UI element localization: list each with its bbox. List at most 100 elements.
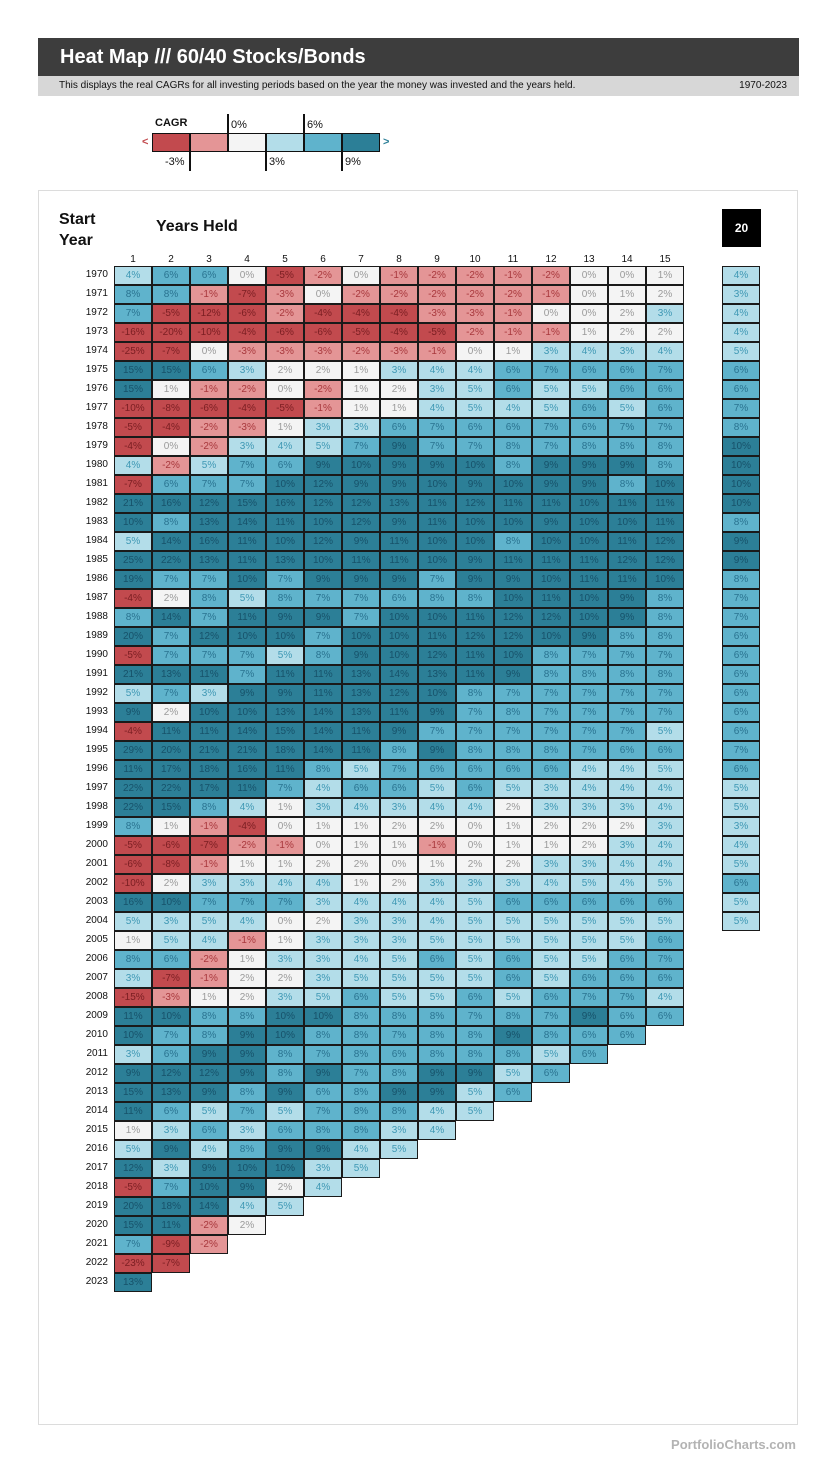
row-label-2012: 2012 — [85, 1067, 108, 1078]
heatmap-cell: -3% — [304, 342, 342, 361]
heatmap-cell: 4% — [380, 893, 418, 912]
heatmap-cell: 2% — [570, 817, 608, 836]
heatmap-cell: 3% — [380, 912, 418, 931]
heatmap-cell: 15% — [114, 380, 152, 399]
heatmap-cell: 7% — [570, 684, 608, 703]
heatmap-cell: 11% — [190, 665, 228, 684]
heatmap-cell: 9% — [494, 570, 532, 589]
horizon-selector[interactable]: 20 — [722, 209, 761, 247]
heatmap-cell: 9% — [570, 627, 608, 646]
heatmap-cell: -4% — [114, 589, 152, 608]
heatmap-cell: -1% — [532, 285, 570, 304]
heatmap-cell: 12% — [342, 513, 380, 532]
heatmap-cell: 0% — [266, 380, 304, 399]
heatmap-cell: 3% — [304, 931, 342, 950]
heatmap-cell: 5% — [456, 912, 494, 931]
heatmap-cell: 12% — [418, 646, 456, 665]
column-header-12: 12 — [545, 254, 557, 265]
heatmap-cell: 2% — [266, 361, 304, 380]
heatmap-cell: 15% — [266, 722, 304, 741]
row-label-1970: 1970 — [85, 269, 108, 280]
heatmap-cell: 6% — [646, 380, 684, 399]
heatmap-cell: -3% — [418, 304, 456, 323]
heatmap-cell: 9% — [380, 456, 418, 475]
heatmap-cell: -4% — [152, 418, 190, 437]
heatmap-cell: 3% — [342, 931, 380, 950]
legend-swatch-neg3-to-0 — [190, 133, 228, 152]
heatmap-cell: 10% — [494, 475, 532, 494]
heatmap-cell: 6% — [418, 760, 456, 779]
heatmap-cell: -2% — [456, 285, 494, 304]
heatmap-cell: 6% — [266, 1121, 304, 1140]
heatmap-cell: 10% — [304, 551, 342, 570]
heatmap-cell: 11% — [456, 646, 494, 665]
heatmap-cell: -1% — [190, 855, 228, 874]
heatmap-cell: 8% — [342, 1083, 380, 1102]
heatmap-cell: 7% — [304, 627, 342, 646]
heatmap-cell: 9% — [570, 456, 608, 475]
heatmap-cell: 6% — [190, 1121, 228, 1140]
heatmap-cell: 7% — [304, 1045, 342, 1064]
row-label-2010: 2010 — [85, 1029, 108, 1040]
heatmap-cell: 8% — [380, 741, 418, 760]
row-label-1978: 1978 — [85, 421, 108, 432]
heatmap-cell: -4% — [304, 304, 342, 323]
heatmap-cell: 5% — [646, 912, 684, 931]
heatmap-cell: 9% — [380, 513, 418, 532]
heatmap-cell: 4% — [570, 760, 608, 779]
heatmap-cell: 1% — [380, 836, 418, 855]
heatmap-cell: 4% — [266, 874, 304, 893]
heatmap-cell: 1% — [114, 1121, 152, 1140]
heatmap-cell: 5% — [608, 912, 646, 931]
heatmap-cell: -23% — [114, 1254, 152, 1273]
heatmap-cell: 1% — [494, 817, 532, 836]
heatmap-cell: 6% — [608, 380, 646, 399]
heatmap-cell: 5% — [418, 779, 456, 798]
heatmap-cell: 4% — [304, 874, 342, 893]
heatmap-cell: 29% — [114, 741, 152, 760]
heatmap-cell: 9% — [228, 1026, 266, 1045]
heatmap-cell: 14% — [304, 722, 342, 741]
horizon-cell: 8% — [722, 418, 760, 437]
heatmap-cell: 7% — [152, 684, 190, 703]
heatmap-cell: 7% — [190, 570, 228, 589]
heatmap-cell: 8% — [418, 1026, 456, 1045]
heatmap-cell: 11% — [266, 513, 304, 532]
heatmap-cell: 21% — [228, 741, 266, 760]
heatmap-cell: 6% — [608, 969, 646, 988]
heatmap-cell: 4% — [608, 779, 646, 798]
horizon-cell: 10% — [722, 475, 760, 494]
heatmap-cell: 7% — [114, 1235, 152, 1254]
row-label-1998: 1998 — [85, 801, 108, 812]
heatmap-cell: 5% — [456, 969, 494, 988]
heatmap-cell: 10% — [152, 893, 190, 912]
heatmap-cell: 4% — [570, 342, 608, 361]
horizon-cell: 4% — [722, 836, 760, 855]
legend-label-6: 6% — [307, 119, 323, 131]
heatmap-cell: 25% — [114, 551, 152, 570]
heatmap-cell: -4% — [114, 437, 152, 456]
heatmap-cell: -5% — [114, 418, 152, 437]
heatmap-cell: 6% — [646, 399, 684, 418]
heatmap-cell: 6% — [646, 741, 684, 760]
heatmap-cell: 16% — [228, 760, 266, 779]
row-label-2005: 2005 — [85, 934, 108, 945]
heatmap-cell: 3% — [646, 817, 684, 836]
heatmap-cell: 12% — [190, 1064, 228, 1083]
row-label-1987: 1987 — [85, 592, 108, 603]
start-year-line-1: Start — [59, 211, 96, 228]
heatmap-cell: 20% — [114, 1197, 152, 1216]
heatmap-cell: 0% — [570, 304, 608, 323]
heatmap-cell: 6% — [646, 893, 684, 912]
column-header-7: 7 — [358, 254, 364, 265]
heatmap-cell: 11% — [380, 532, 418, 551]
heatmap-cell: 11% — [114, 760, 152, 779]
legend-tick-9 — [341, 152, 343, 171]
row-label-2015: 2015 — [85, 1124, 108, 1135]
heatmap-cell: 6% — [570, 418, 608, 437]
heatmap-cell: 7% — [608, 703, 646, 722]
color-legend: CAGR < > 0% 6% -3% 3% 9% — [140, 114, 400, 174]
heatmap-cell: 8% — [608, 437, 646, 456]
heatmap-cell: 12% — [190, 627, 228, 646]
heatmap-cell: 7% — [532, 361, 570, 380]
